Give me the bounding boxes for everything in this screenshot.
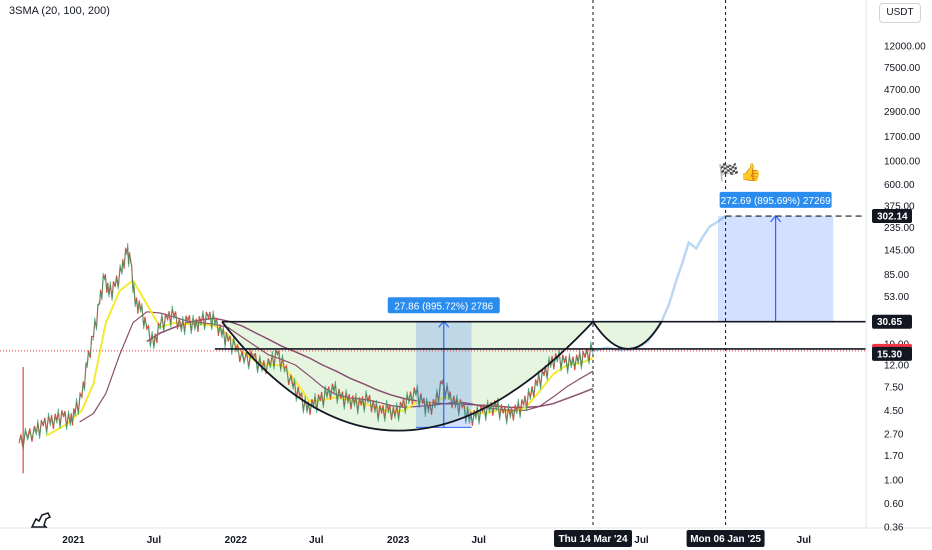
- drawings: [0, 0, 866, 528]
- y-tick-label: 7500.00: [884, 63, 921, 74]
- date-label-box: [554, 530, 633, 547]
- price-tag: 302.14: [872, 209, 912, 224]
- x-tick-label: 2023: [387, 535, 410, 546]
- y-tick-label: 1.00: [884, 475, 904, 486]
- y-tick-label: 53.00: [884, 292, 909, 303]
- price-tags: 27.86 (895.72%) 2786 272.69 (895.69%) 272…: [387, 162, 912, 547]
- price-tag: 30.65: [872, 314, 912, 329]
- x-tick-label: Jul: [634, 535, 649, 546]
- indicator-label[interactable]: 3SMA (20, 100, 200): [9, 5, 110, 17]
- measure-label: 272.69 (895.69%) 27269: [721, 196, 832, 207]
- y-tick-label: 7.50: [884, 382, 904, 393]
- y-tick-label: 2.70: [884, 429, 904, 440]
- y-tick-label: 12.00: [884, 361, 909, 372]
- price-tag-box: [872, 209, 912, 224]
- price-tag-box: [872, 346, 912, 361]
- price-tag-label: 15.30: [877, 349, 902, 360]
- y-tick-label: 1000.00: [884, 156, 921, 167]
- y-tick-label: 4700.00: [884, 85, 921, 96]
- y-tick-label: 375.00: [884, 202, 915, 213]
- thumbs-up-icon: 👍: [740, 162, 761, 182]
- x-tick-label: Jul: [797, 535, 812, 546]
- y-tick-label: 0.60: [884, 499, 904, 510]
- tradingview-logo-icon: [30, 512, 52, 528]
- x-tick-label: Jul: [147, 535, 162, 546]
- y-tick-label: 0.36: [884, 523, 904, 534]
- y-tick-label: 1700.00: [884, 132, 921, 143]
- price-tag-label: 302.14: [877, 212, 908, 223]
- checkered-flag-icon: 🏁: [718, 162, 739, 182]
- y-tick-label: 145.00: [884, 245, 915, 256]
- cup-area: [221, 321, 594, 431]
- x-tick-label: 2021: [62, 535, 85, 546]
- y-tick-label: 4.50: [884, 406, 904, 417]
- y-tick-label: 600.00: [884, 180, 915, 191]
- cup-curve: [221, 321, 594, 432]
- currency-button[interactable]: USDT: [879, 3, 921, 23]
- price-tag-box: [872, 314, 912, 329]
- date-label: Mon 06 Jan '25: [690, 534, 761, 545]
- y-tick-label: 85.00: [884, 270, 909, 281]
- y-tick-label: 12000.00: [884, 42, 926, 53]
- x-tick-label: Jul: [309, 535, 324, 546]
- y-tick-label: 2900.00: [884, 107, 921, 118]
- price-tag-label: 30.65: [877, 317, 902, 328]
- measure-label-box: [719, 191, 832, 208]
- measure-label: 27.86 (895.72%) 2786: [394, 301, 493, 312]
- price-line-green: [18, 243, 594, 451]
- date-label-box: [686, 530, 765, 547]
- measure-label-box: [387, 297, 500, 314]
- x-tick-label: 2022: [225, 535, 248, 546]
- y-tick-label: 235.00: [884, 223, 915, 234]
- price-tag: 15.30: [872, 346, 912, 361]
- y-tick-label: 1.70: [884, 451, 904, 462]
- date-label: Thu 14 Mar '24: [558, 534, 628, 545]
- x-tick-label: Jul: [471, 535, 486, 546]
- projection-line: [592, 214, 727, 353]
